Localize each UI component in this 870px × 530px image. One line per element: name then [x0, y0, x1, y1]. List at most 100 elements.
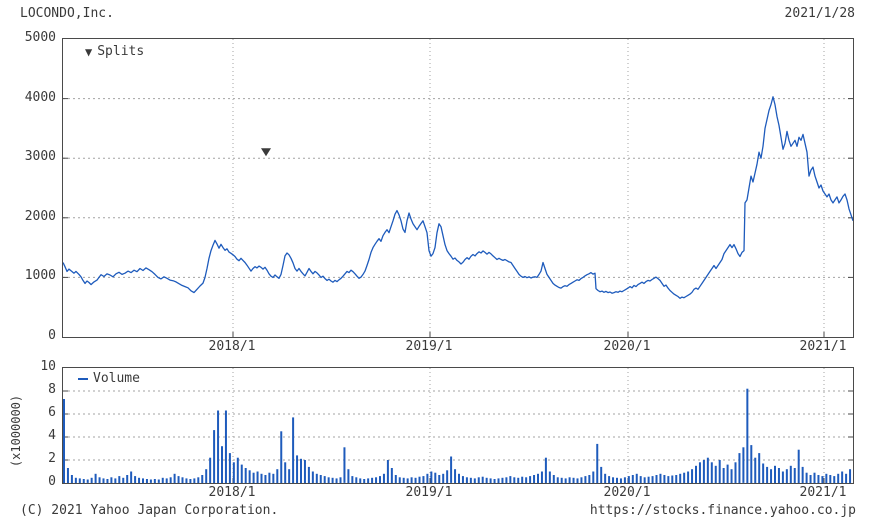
volume-bar: [789, 465, 792, 483]
volume-bar: [505, 477, 508, 483]
volume-bar: [134, 476, 137, 483]
volume-bar: [355, 477, 358, 483]
volume-bar: [177, 476, 180, 483]
volume-bar: [240, 464, 243, 483]
volume-bar: [746, 388, 749, 483]
volume-bar: [702, 460, 705, 483]
volume-bar: [300, 458, 302, 483]
volume-bar: [375, 477, 378, 483]
volume-bar: [181, 477, 184, 483]
volume-bar: [785, 469, 788, 483]
volume-bar: [323, 476, 326, 483]
price-chart: [62, 38, 854, 338]
volume-bar: [619, 478, 622, 483]
volume-bar: [734, 462, 737, 483]
volume-bar: [434, 472, 437, 483]
y-axis-label: 1000: [24, 268, 56, 283]
y-axis-label: 2: [48, 451, 56, 466]
volume-bar: [647, 476, 650, 483]
volume-bar: [217, 410, 220, 483]
volume-bar: [639, 476, 642, 483]
volume-bar: [469, 477, 472, 483]
volume-bar: [485, 477, 488, 483]
volume-bar: [691, 469, 694, 483]
volume-bar: [138, 477, 141, 483]
volume-bar: [311, 471, 314, 483]
volume-bar: [845, 473, 848, 483]
split-marker-icon: [261, 148, 271, 157]
x-axis-label: 2021/1: [799, 339, 847, 354]
volume-bar: [114, 478, 117, 483]
volume-bar: [608, 476, 611, 483]
volume-bar: [675, 475, 678, 483]
y-axis-label: 8: [48, 382, 56, 397]
copyright-text: (C) 2021 Yahoo Japan Corporation.: [20, 503, 279, 518]
volume-bar: [584, 476, 587, 483]
volume-bar: [209, 457, 212, 483]
volume-bar: [98, 477, 101, 483]
volume-bar: [292, 417, 295, 483]
volume-bar: [454, 469, 457, 483]
volume-bar: [533, 475, 536, 483]
volume-bar: [296, 455, 299, 483]
volume-bar: [193, 478, 196, 483]
volume-bar: [367, 478, 370, 483]
volume-bar: [651, 476, 654, 483]
volume-bar: [106, 479, 109, 483]
y-axis-label: 2000: [24, 209, 56, 224]
volume-bar: [758, 453, 761, 483]
volume-bar: [394, 475, 397, 483]
volume-bar: [540, 471, 543, 483]
volume-bar: [406, 478, 409, 483]
split-triangle-icon: ▼: [85, 44, 93, 59]
volume-bar: [185, 478, 188, 483]
volume-bar: [90, 477, 93, 483]
volume-bar: [102, 478, 105, 483]
volume-bar: [766, 466, 769, 483]
volume-bar: [339, 477, 342, 483]
volume-bar: [738, 453, 741, 483]
volume-bar: [521, 476, 524, 483]
price-line-chart: [63, 39, 853, 337]
volume-bar: [173, 473, 176, 483]
volume-bar: [110, 477, 113, 483]
price-line: [63, 96, 853, 299]
volume-bar: [687, 471, 690, 483]
x-axis-label: 2020/1: [603, 485, 651, 500]
volume-bar: [655, 475, 658, 483]
x-axis-label: 2019/1: [405, 485, 453, 500]
volume-bar: [307, 466, 310, 483]
volume-bar: [580, 477, 583, 483]
volume-bar: [552, 475, 555, 483]
x-axis-label: 2020/1: [603, 339, 651, 354]
volume-bar: [627, 476, 630, 483]
volume-bar: [280, 431, 283, 483]
volume-bar: [643, 477, 646, 483]
volume-bar: [714, 465, 717, 483]
volume-bar: [793, 468, 796, 483]
volume-bar: [382, 473, 385, 483]
volume-bar: [446, 470, 449, 483]
volume-bar: [568, 477, 571, 483]
volume-bar: [66, 468, 69, 483]
volume-bar: [288, 469, 291, 483]
volume-bar: [63, 399, 65, 483]
volume-bar: [801, 466, 804, 483]
volume-bar: [319, 475, 322, 483]
volume-bar: [588, 475, 591, 483]
volume-bar: [70, 475, 73, 483]
volume-line-icon: [78, 377, 88, 380]
y-axis-label: 5000: [24, 30, 56, 45]
volume-bar: [118, 476, 121, 483]
volume-bar: [264, 475, 267, 483]
y-axis-label: 3000: [24, 149, 56, 164]
volume-bar: [398, 477, 401, 483]
volume-bar: [450, 456, 453, 483]
volume-bar: [256, 471, 259, 483]
volume-bar: [501, 477, 504, 483]
volume-bar: [517, 477, 520, 483]
volume-bar: [742, 447, 745, 483]
volume-bar: [410, 477, 413, 483]
volume-bar: [663, 475, 666, 483]
y-axis-label: 0: [48, 474, 56, 489]
